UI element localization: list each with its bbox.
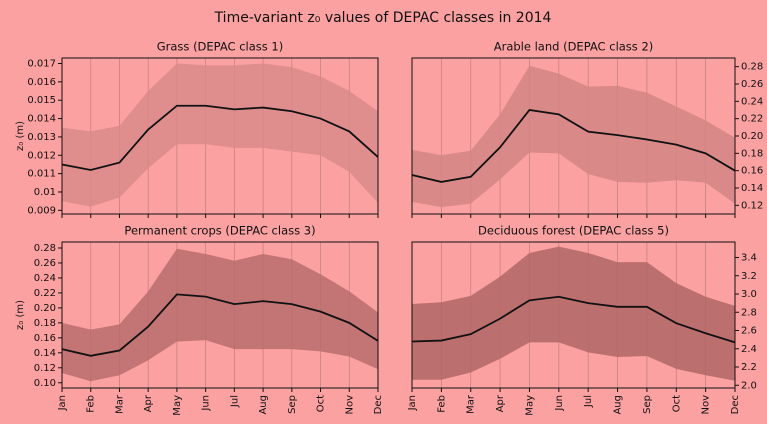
y-tick-label: 0.28 bbox=[741, 62, 763, 73]
y-tick-label: 0.14 bbox=[741, 183, 763, 194]
x-tick-label: Oct bbox=[316, 395, 327, 412]
y-tick-label: 0.22 bbox=[34, 288, 56, 299]
plot-frame bbox=[411, 241, 736, 389]
y-tick-label: 3.0 bbox=[741, 289, 757, 300]
y-tick-label: 0.18 bbox=[741, 148, 763, 159]
y-tick-label: 0.28 bbox=[34, 243, 56, 254]
x-tick-label: Apr bbox=[495, 394, 506, 412]
y-tick-label: 0.16 bbox=[741, 166, 763, 177]
y-tick-label: 3.2 bbox=[741, 271, 757, 282]
x-tick-label: Sep bbox=[642, 395, 653, 414]
y-tick-label: 0.26 bbox=[34, 258, 56, 269]
x-tick-label: Jun bbox=[201, 395, 212, 412]
x-tick-label: Nov bbox=[344, 395, 355, 415]
mean-line bbox=[61, 104, 379, 171]
x-tick-label: May bbox=[172, 395, 183, 416]
y-tick-label: 0.12 bbox=[34, 363, 56, 374]
y-tick-label: 0.26 bbox=[741, 79, 763, 90]
y-tick-label: 2.8 bbox=[741, 307, 757, 318]
x-tick-label: Aug bbox=[258, 395, 269, 415]
y-tick-label: 0.20 bbox=[741, 131, 763, 142]
y-tick-label: 0.14 bbox=[34, 348, 56, 359]
y-tick-label: 0.012 bbox=[27, 150, 56, 161]
x-tick-label: Sep bbox=[287, 395, 298, 414]
x-tick-label: Mar bbox=[114, 394, 125, 414]
x-tick-label: Jun bbox=[554, 395, 565, 412]
y-tick-label: 2.0 bbox=[741, 380, 757, 391]
x-tick-label: Dec bbox=[373, 395, 384, 414]
y-tick-label: 0.011 bbox=[27, 169, 56, 180]
x-tick-label: Apr bbox=[143, 394, 154, 412]
plot-frame bbox=[61, 241, 379, 389]
x-tick-label: Nov bbox=[701, 395, 712, 415]
y-tick-label: 0.016 bbox=[27, 77, 56, 88]
mean-line bbox=[411, 295, 736, 344]
range-band bbox=[412, 246, 735, 381]
x-tick-label: Mar bbox=[466, 394, 477, 414]
y-axis-label: z₀ (m) bbox=[15, 300, 26, 330]
plot-frame bbox=[61, 57, 379, 215]
y-tick-label: 0.014 bbox=[27, 114, 56, 125]
subplot-title: Deciduous forest (DEPAC class 5) bbox=[478, 224, 669, 238]
x-tick-label: Feb bbox=[86, 395, 97, 413]
range-band bbox=[62, 63, 378, 207]
x-tick-label: Jul bbox=[229, 395, 240, 408]
y-tick-label: 0.017 bbox=[27, 59, 56, 70]
y-tick-label: 0.18 bbox=[34, 318, 56, 329]
y-tick-label: 0.22 bbox=[741, 114, 763, 125]
y-tick-label: 0.24 bbox=[741, 96, 763, 107]
figure-title: Time-variant z₀ values of DEPAC classes … bbox=[214, 10, 552, 26]
y-tick-label: 2.2 bbox=[741, 362, 757, 373]
y-tick-label: 0.12 bbox=[741, 200, 763, 211]
x-tick-label: May bbox=[524, 395, 535, 416]
x-tick-label: Jan bbox=[57, 395, 68, 411]
y-tick-label: 0.10 bbox=[34, 378, 56, 389]
x-tick-label: Oct bbox=[671, 395, 682, 412]
y-tick-label: 0.20 bbox=[34, 303, 56, 314]
mean-line bbox=[61, 293, 379, 357]
subplot-title: Permanent crops (DEPAC class 3) bbox=[124, 224, 315, 238]
x-tick-label: Jan bbox=[407, 395, 418, 411]
y-tick-label: 0.01 bbox=[34, 187, 56, 198]
y-tick-label: 0.013 bbox=[27, 132, 56, 143]
y-tick-label: 0.015 bbox=[27, 95, 56, 106]
y-axis-label: z₀ (m) bbox=[15, 121, 26, 151]
x-tick-label: Aug bbox=[613, 395, 624, 415]
y-tick-label: 0.009 bbox=[27, 205, 56, 216]
range-band bbox=[412, 65, 735, 208]
y-tick-label: 3.4 bbox=[741, 253, 757, 264]
x-tick-label: Dec bbox=[730, 395, 741, 414]
y-tick-label: 2.4 bbox=[741, 344, 757, 355]
y-tick-label: 0.24 bbox=[34, 273, 56, 284]
y-tick-label: 0.16 bbox=[34, 333, 56, 344]
subplot-title: Grass (DEPAC class 1) bbox=[157, 40, 284, 54]
y-tick-label: 2.6 bbox=[741, 326, 757, 337]
x-tick-label: Feb bbox=[436, 395, 447, 413]
subplot-title: Arable land (DEPAC class 2) bbox=[494, 40, 654, 54]
x-tick-label: Jul bbox=[583, 395, 594, 408]
range-band bbox=[62, 248, 378, 382]
mean-line bbox=[411, 109, 736, 183]
